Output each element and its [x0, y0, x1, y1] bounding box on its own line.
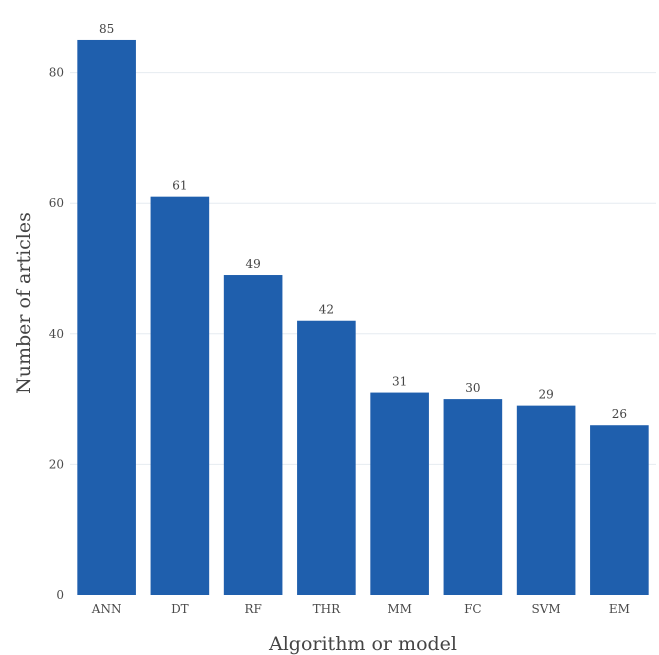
y-tick-label: 60	[49, 196, 64, 210]
bar-mm	[370, 392, 429, 595]
bar-ann	[77, 39, 136, 595]
x-tick-label: THR	[313, 602, 341, 616]
bar-svm	[516, 405, 576, 595]
data-label: 29	[538, 388, 553, 402]
x-tick-label: ANN	[91, 602, 122, 616]
y-axis-ticks: 0 20 40 60 80	[49, 66, 64, 602]
bar-rf	[223, 275, 283, 595]
x-tick-label: DT	[171, 602, 189, 616]
y-tick-label: 40	[49, 327, 64, 341]
bar-fc	[443, 399, 503, 595]
data-label: 61	[172, 179, 187, 193]
data-label: 85	[99, 22, 114, 36]
bars	[77, 39, 649, 596]
data-label: 26	[612, 407, 627, 421]
bar-em	[590, 425, 649, 595]
y-tick-label: 0	[56, 588, 64, 602]
data-label: 31	[392, 375, 407, 389]
bar-dt	[150, 196, 210, 596]
y-tick-label: 20	[49, 457, 64, 471]
x-tick-label: RF	[244, 602, 261, 616]
y-tick-label: 80	[49, 66, 64, 80]
x-axis-ticks: ANN DT RF THR MM FC SVM EM	[91, 602, 630, 616]
data-label: 30	[465, 381, 480, 395]
data-labels: 85 61 49 42 31 30 29 26	[99, 22, 627, 421]
x-axis-title: Algorithm or model	[268, 633, 457, 655]
x-tick-label: FC	[464, 602, 482, 616]
bar-thr	[297, 320, 356, 595]
y-axis-title: Number of articles	[13, 212, 35, 394]
x-tick-label: SVM	[532, 602, 561, 616]
data-label: 42	[319, 303, 334, 317]
x-tick-label: MM	[387, 602, 412, 616]
data-label: 49	[245, 257, 260, 271]
x-tick-label: EM	[609, 602, 630, 616]
